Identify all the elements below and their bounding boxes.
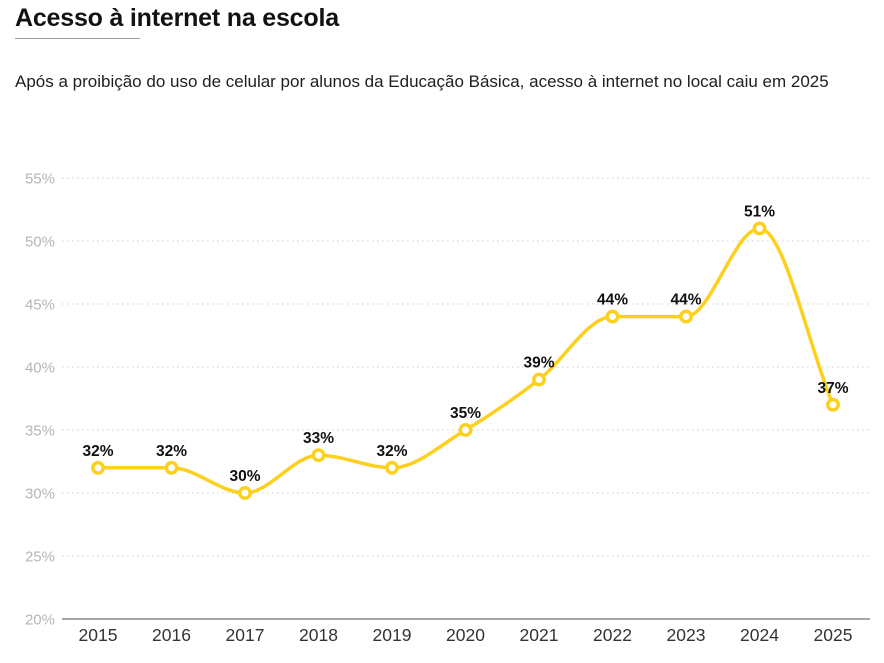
y-axis-label: 40%: [25, 360, 55, 377]
x-axis-label: 2017: [226, 625, 265, 645]
data-point-label: 32%: [376, 443, 407, 460]
y-axis-label: 50%: [25, 234, 55, 251]
data-point-label: 32%: [82, 443, 113, 460]
data-point-marker: [238, 486, 252, 500]
y-axis-label: 25%: [25, 549, 55, 566]
data-point-label: 30%: [229, 468, 260, 485]
data-point-marker: [91, 460, 105, 475]
data-point-label: 44%: [597, 292, 628, 309]
x-axis-label: 2024: [740, 625, 779, 645]
data-point-label: 33%: [303, 430, 334, 447]
data-point-label: 44%: [670, 292, 701, 309]
y-axis-label: 20%: [25, 612, 55, 629]
data-point-marker: [458, 423, 473, 437]
data-point-marker: [605, 309, 620, 324]
x-axis-label: 2020: [446, 625, 485, 645]
x-axis-label: 2023: [667, 625, 706, 645]
data-point-label: 51%: [744, 203, 775, 220]
data-point-label: 37%: [817, 380, 848, 397]
data-point-marker: [311, 448, 326, 463]
data-point-label: 39%: [523, 355, 554, 372]
title-underline: [15, 38, 140, 39]
x-axis-label: 2022: [593, 625, 632, 645]
x-axis-label: 2025: [814, 625, 853, 645]
data-point-marker: [752, 221, 767, 236]
y-axis-label: 30%: [25, 486, 55, 503]
x-axis-label: 2016: [152, 625, 191, 645]
x-axis-label: 2019: [373, 625, 412, 645]
data-point-marker: [164, 460, 179, 475]
x-axis-label: 2018: [299, 625, 338, 645]
y-axis-label: 35%: [25, 423, 55, 440]
line-chart: 20% 25% 30% 35% 40% 45% 50% 55% 2015 2016 2017 2018…: [25, 171, 870, 645]
data-point-marker: [385, 460, 399, 475]
y-axis-label: 45%: [25, 297, 55, 314]
data-point-marker: [532, 372, 546, 387]
x-axis-label: 2015: [79, 625, 118, 645]
x-axis-label: 2021: [520, 625, 559, 645]
y-axis-label: 55%: [25, 171, 55, 188]
data-point-label: 35%: [450, 405, 481, 422]
chart-subtitle: Após a proibição do uso de celular por a…: [15, 72, 829, 91]
series-line: [96, 226, 835, 495]
chart-title: Acesso à internet na escola: [15, 4, 339, 32]
data-point-label: 32%: [156, 443, 187, 460]
data-point-marker: [679, 309, 693, 324]
data-point-marker: [826, 397, 840, 412]
